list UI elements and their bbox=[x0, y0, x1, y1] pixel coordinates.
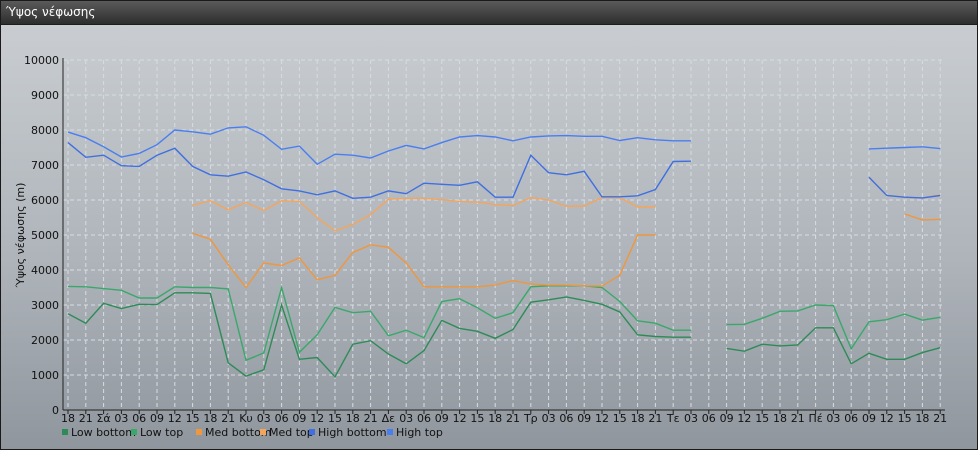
y-tick-label: 5000 bbox=[31, 229, 59, 242]
legend-label-low-bottom: Low bottom bbox=[71, 426, 136, 439]
series-line-med-bottom bbox=[192, 213, 941, 289]
x-tick-label: 18 bbox=[773, 412, 787, 425]
x-tick-label: 15 bbox=[613, 412, 627, 425]
x-tick-label: 15 bbox=[898, 412, 912, 425]
legend-label-low-top: Low top bbox=[140, 426, 183, 439]
title-bar: Ύψος νέφωσης bbox=[1, 1, 977, 25]
x-tick-label: 18 bbox=[915, 412, 929, 425]
y-tick-label: 4000 bbox=[31, 264, 59, 277]
x-tick-label: 06 bbox=[132, 412, 146, 425]
y-tick-label: 0 bbox=[52, 404, 59, 417]
x-tick-label: 06 bbox=[559, 412, 573, 425]
series-lines bbox=[67, 126, 941, 378]
y-tick-label: 1000 bbox=[31, 369, 59, 382]
legend-swatch-med-top bbox=[260, 429, 266, 435]
y-axis-label: Ύψος νέφωσης (m) bbox=[14, 183, 27, 289]
legend-swatch-high-top bbox=[387, 429, 393, 435]
x-tick-label: 12 bbox=[880, 412, 894, 425]
chart-panel bbox=[1, 25, 977, 449]
x-tick-label: Κυ bbox=[239, 412, 253, 425]
series-line-low-bottom bbox=[67, 292, 941, 378]
x-tick-label: 06 bbox=[275, 412, 289, 425]
x-tick-label: Τε bbox=[666, 412, 680, 425]
x-tick-label: 21 bbox=[933, 412, 947, 425]
x-tick-label: 06 bbox=[844, 412, 858, 425]
x-tick-label: 21 bbox=[221, 412, 235, 425]
x-tick-label: Πέ bbox=[808, 412, 822, 425]
legend-label-med-bottom: Med bottom bbox=[205, 426, 272, 439]
x-tick-label: Σά bbox=[96, 412, 110, 425]
x-tick-label: 15 bbox=[186, 412, 200, 425]
x-tick-label: 03 bbox=[114, 412, 128, 425]
legend-swatch-high-bottom bbox=[309, 429, 315, 435]
window-title: Ύψος νέφωσης bbox=[6, 5, 96, 19]
x-tick-label: 12 bbox=[310, 412, 324, 425]
x-tick-label: 21 bbox=[79, 412, 93, 425]
x-tick-label: 09 bbox=[862, 412, 876, 425]
x-tick-label: Τρ bbox=[523, 412, 538, 425]
y-tick-label: 2000 bbox=[31, 334, 59, 347]
x-tick-label: 21 bbox=[364, 412, 378, 425]
y-tick-label: 3000 bbox=[31, 299, 59, 312]
x-tick-label: 03 bbox=[826, 412, 840, 425]
x-tick-label: 09 bbox=[292, 412, 306, 425]
legend-swatch-low-bottom bbox=[62, 429, 68, 435]
x-tick-label: 15 bbox=[328, 412, 342, 425]
x-tick-label: 21 bbox=[791, 412, 805, 425]
x-tick-label: Δε bbox=[382, 412, 396, 425]
y-tick-label: 8000 bbox=[31, 124, 59, 137]
x-tick-label: 15 bbox=[755, 412, 769, 425]
x-tick-label: 03 bbox=[684, 412, 698, 425]
x-tick-label: 18 bbox=[631, 412, 645, 425]
x-tick-label: 18 bbox=[203, 412, 217, 425]
x-tick-label: 12 bbox=[453, 412, 467, 425]
x-tick-label: 21 bbox=[648, 412, 662, 425]
x-axis-ticks: 18 21 Σά 03 06 09 12 15 18 21 Κυ 03 06 09 12 15 18 21 Δε 03… bbox=[61, 410, 947, 425]
y-axis-ticks: 0 1000 2000 3000 4000 5000 6000 7000 8000 9000 100… bbox=[24, 54, 59, 417]
x-tick-label: 21 bbox=[506, 412, 520, 425]
x-tick-label: 12 bbox=[595, 412, 609, 425]
legend-label-high-top: High top bbox=[396, 426, 443, 439]
grid-lines bbox=[63, 59, 945, 411]
x-tick-label: 09 bbox=[435, 412, 449, 425]
y-tick-label: 9000 bbox=[31, 89, 59, 102]
x-tick-label: 03 bbox=[399, 412, 413, 425]
legend-label-high-bottom: High bottom bbox=[318, 426, 387, 439]
x-tick-label: 18 bbox=[488, 412, 502, 425]
y-tick-label: 7000 bbox=[31, 159, 59, 172]
x-tick-label: 06 bbox=[417, 412, 431, 425]
legend-swatch-med-bottom bbox=[196, 429, 202, 435]
x-tick-label: 06 bbox=[702, 412, 716, 425]
x-tick-label: 18 bbox=[346, 412, 360, 425]
y-tick-label: 10000 bbox=[24, 54, 59, 67]
x-tick-label: 15 bbox=[470, 412, 484, 425]
x-tick-label: 03 bbox=[257, 412, 271, 425]
x-tick-label: 12 bbox=[168, 412, 182, 425]
series-line-low-top bbox=[67, 284, 941, 362]
axes bbox=[62, 58, 945, 411]
series-line-high-top bbox=[67, 126, 941, 166]
y-tick-label: 6000 bbox=[31, 194, 59, 207]
x-tick-label: 09 bbox=[150, 412, 164, 425]
x-tick-label: 09 bbox=[720, 412, 734, 425]
series-line-high-bottom bbox=[67, 142, 941, 200]
legend-label-med-top: Med top bbox=[269, 426, 314, 439]
x-tick-label: 09 bbox=[577, 412, 591, 425]
x-tick-label: 03 bbox=[542, 412, 556, 425]
x-tick-label: 12 bbox=[737, 412, 751, 425]
x-tick-label: 18 bbox=[61, 412, 75, 425]
legend-swatch-low-top bbox=[131, 429, 137, 435]
